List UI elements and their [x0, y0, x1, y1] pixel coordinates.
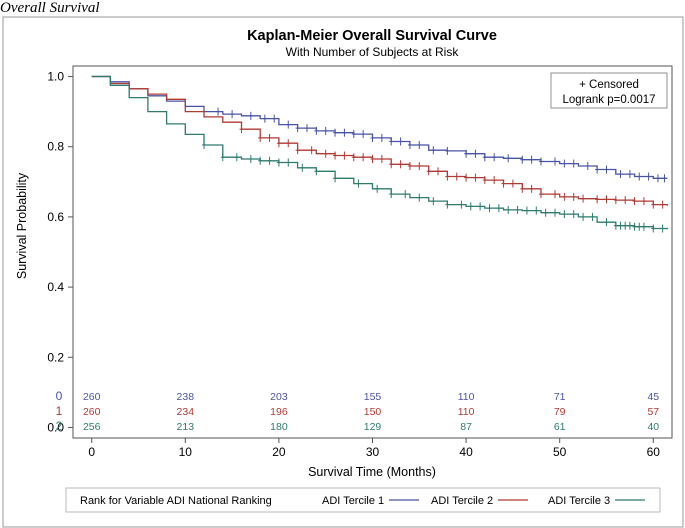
legend-label: ADI Tercile 3	[548, 495, 610, 507]
legend-title: Rank for Variable ADI National Ranking	[80, 495, 272, 507]
at-risk-count: 196	[270, 406, 288, 418]
at-risk-group-code: 1	[56, 404, 63, 418]
x-tick-label: 20	[272, 445, 286, 459]
x-tick-label: 40	[459, 445, 473, 459]
x-tick-label: 10	[179, 445, 193, 459]
x-axis-label: Survival Time (Months)	[308, 465, 436, 479]
x-tick-label: 30	[366, 445, 380, 459]
y-tick-label: 0.0	[47, 420, 64, 434]
legend-label: ADI Tercile 2	[431, 495, 493, 507]
at-risk-count: 61	[554, 421, 566, 433]
x-tick-label: 60	[647, 445, 661, 459]
at-risk-count: 155	[364, 391, 382, 403]
at-risk-group-code: 0	[56, 389, 63, 403]
at-risk-count: 57	[647, 406, 659, 418]
at-risk-count: 79	[554, 406, 566, 418]
at-risk-count: 110	[458, 391, 475, 403]
at-risk-count: 87	[460, 421, 472, 433]
legend: Rank for Variable ADI National Ranking A…	[65, 487, 661, 513]
x-tick-label: 50	[553, 445, 567, 459]
at-risk-count: 260	[83, 391, 101, 403]
at-risk-count: 45	[647, 391, 659, 403]
figure-caption: Overall Survival	[0, 0, 100, 16]
at-risk-count: 213	[177, 421, 195, 433]
logrank-label: Logrank p=0.0017	[562, 94, 655, 106]
legend-label: ADI Tercile 1	[322, 495, 384, 507]
y-tick-label: 0.2	[47, 350, 64, 364]
censored-label: + Censored	[579, 79, 639, 91]
at-risk-count: 256	[83, 421, 101, 433]
survival-curve-3	[91, 75, 668, 230]
at-risk-table: 0 260 238 203 155 110 71 45 1 260 234 196 150 110 79 57…	[56, 389, 660, 433]
at-risk-count: 129	[364, 421, 382, 433]
legend-frame	[65, 487, 661, 513]
x-axis: 0 10 20 30 40 50 60	[88, 438, 660, 459]
at-risk-count: 40	[647, 421, 659, 433]
at-risk-count: 203	[270, 391, 288, 403]
survival-curves	[91, 75, 668, 233]
y-tick-label: 0.8	[47, 140, 64, 154]
y-axis-label: Survival Probability	[15, 172, 29, 279]
at-risk-count: 238	[177, 391, 195, 403]
at-risk-count: 150	[364, 406, 382, 418]
x-tick-label: 0	[88, 445, 95, 459]
inset-box: + Censored Logrank p=0.0017	[550, 72, 668, 109]
at-risk-group-code: 2	[56, 419, 63, 433]
at-risk-count: 110	[458, 406, 475, 418]
chart-subtitle: With Number of Subjects at Risk	[286, 45, 460, 59]
y-tick-label: 0.6	[47, 210, 64, 224]
y-axis: 0.0 0.2 0.4 0.6 0.8 1.0	[47, 70, 73, 434]
y-tick-label: 1.0	[47, 70, 64, 84]
at-risk-count: 234	[177, 406, 195, 418]
at-risk-count: 260	[83, 406, 101, 418]
survival-curve-2	[91, 75, 668, 206]
chart-title: Kaplan-Meier Overall Survival Curve	[247, 28, 497, 44]
at-risk-count: 71	[554, 391, 566, 403]
inset-frame	[550, 72, 668, 109]
at-risk-count: 180	[270, 421, 288, 433]
y-tick-label: 0.4	[47, 280, 64, 294]
